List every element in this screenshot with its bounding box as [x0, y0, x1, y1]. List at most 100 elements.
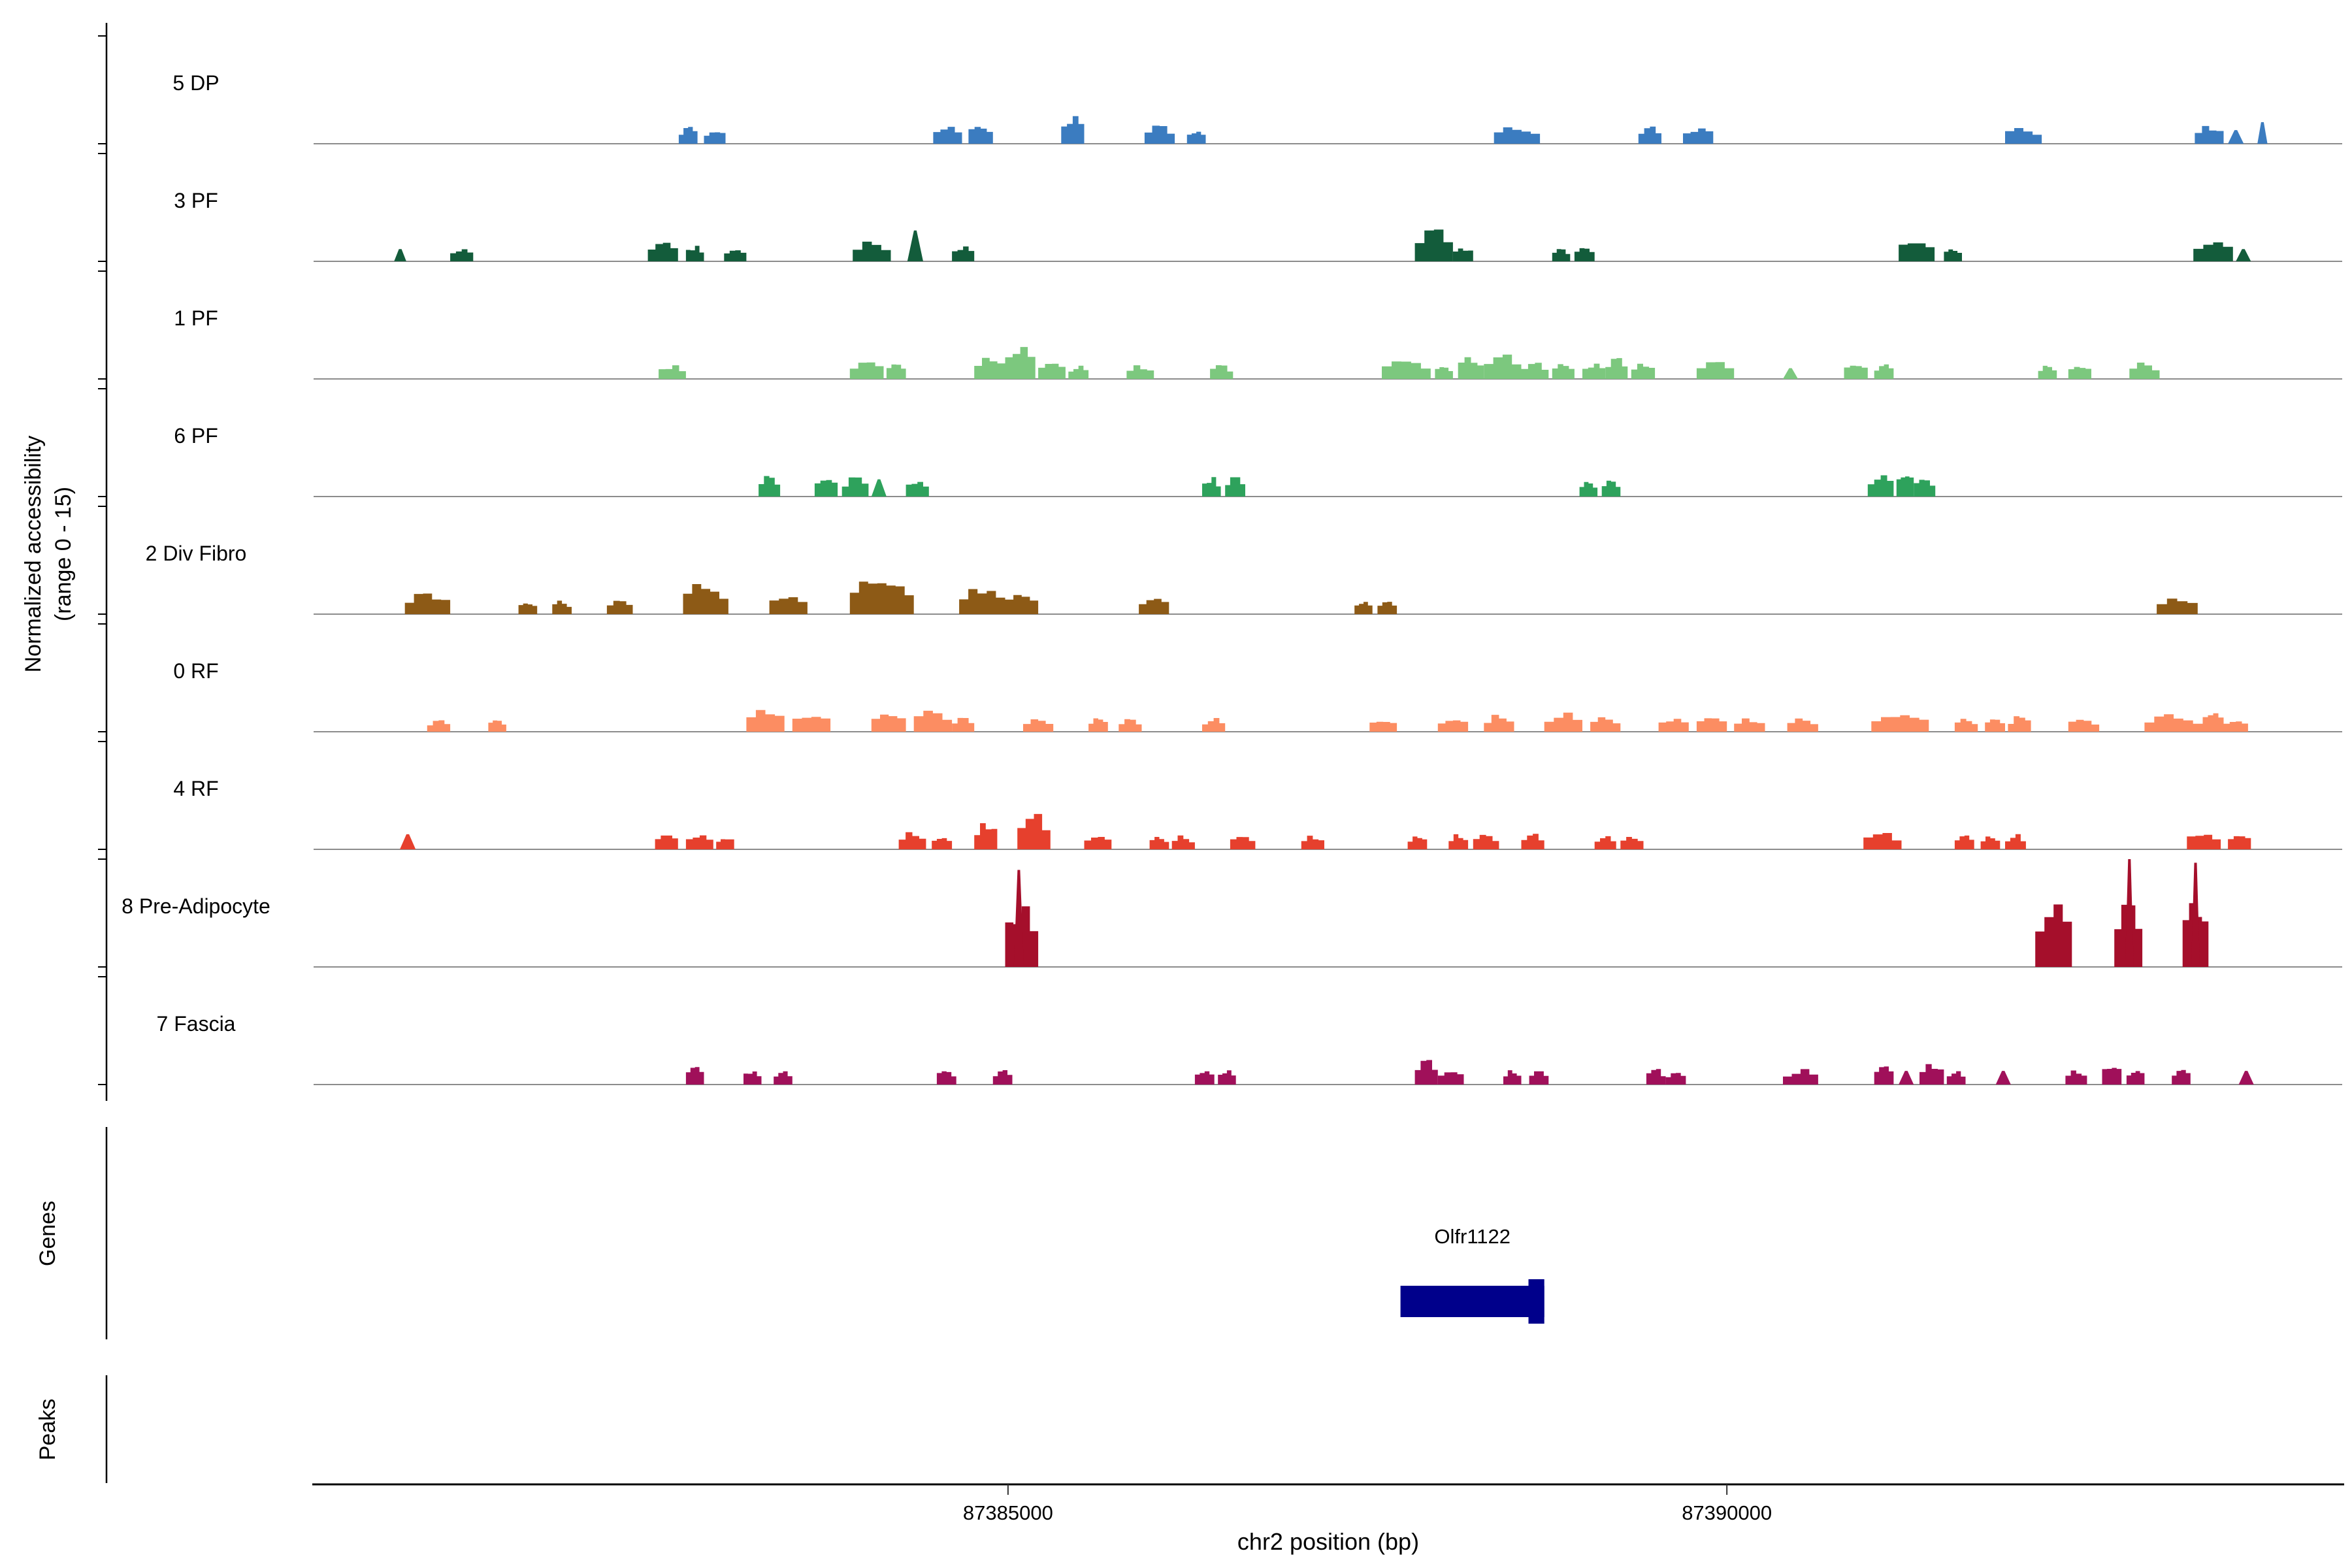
track-label: 0 RF — [173, 659, 218, 683]
track-signal-peak — [716, 839, 734, 849]
track-signal-peak — [1896, 476, 1914, 497]
track-signal-peak — [2005, 834, 2026, 849]
track-signal-peak — [1448, 834, 1469, 849]
track-signal-peak — [1437, 720, 1469, 732]
x-axis-tick-label: 87390000 — [1682, 1501, 1772, 1524]
track-signal-peak — [1202, 718, 1226, 732]
track-signal-peak — [1696, 718, 1727, 732]
track-signal-peak — [907, 230, 923, 261]
track-signal-peak — [759, 476, 781, 497]
track-signal-peak — [913, 710, 953, 732]
track-signal-peak — [1646, 1069, 1666, 1085]
track-signal-peak — [952, 717, 975, 732]
track-signal-peak — [1202, 477, 1221, 497]
track-signal-peak — [1186, 131, 1206, 144]
track-signal-peak — [1437, 1072, 1464, 1085]
track-signal-peak — [1579, 482, 1598, 497]
track-signal-peak — [1452, 248, 1473, 261]
track-label: 6 PF — [174, 424, 218, 448]
track-signal-peak — [1369, 721, 1397, 732]
track-label: 7 Fascia — [157, 1012, 236, 1036]
track-signal-peak — [1683, 128, 1714, 144]
track-signal-peak — [2129, 363, 2160, 379]
track-signal-peak — [1126, 365, 1154, 379]
track-signal-peak — [1407, 836, 1428, 849]
track-signal-peak — [1194, 1071, 1215, 1085]
track-signal-peak — [1919, 1064, 1944, 1085]
track-signal-peak — [1954, 719, 1978, 732]
accessibility-tracks: 5 DP 3 PF 1 PF 6 PF 2 Div Fibro 0 RF 4 RF 8 Pre… — [98, 35, 2342, 1085]
track-signal-peak — [1946, 1071, 1966, 1085]
track-signal-peak — [404, 593, 451, 614]
track-signal-peak — [2144, 714, 2203, 732]
track-signal-peak — [933, 127, 962, 144]
track-label: 1 PF — [174, 306, 218, 330]
track-signal-peak — [1696, 362, 1735, 379]
track-signal-peak — [792, 717, 831, 732]
track-signal-peak — [906, 482, 929, 497]
track-signal-peak — [518, 603, 538, 614]
track-signal-peak — [552, 600, 572, 614]
track-8-pre-adipocyte: 8 Pre-Adipocyte — [98, 858, 2342, 968]
track-6-pf: 6 PF — [98, 388, 2342, 497]
track-signal-peak — [769, 597, 808, 614]
track-signal-peak — [932, 838, 953, 849]
track-signal-peak — [1590, 717, 1621, 732]
track-signal-peak — [450, 249, 474, 261]
track-signal-peak — [2236, 249, 2251, 261]
track-signal-peak — [1985, 719, 2005, 732]
static-labels: Normalized accessibility (range 0 - 15) … — [21, 436, 1419, 1555]
track-signal-peak — [1414, 229, 1453, 261]
track-signal-peak — [685, 835, 713, 849]
track-signal-peak — [2065, 1070, 2087, 1085]
track-2-div-fibro: 2 Div Fibro — [98, 506, 2342, 615]
track-signal-peak — [655, 835, 678, 849]
track-5-dp: 5 DP — [98, 35, 2342, 144]
track-signal-peak — [683, 584, 728, 614]
track-signal-peak — [1144, 125, 1175, 144]
track-signal-peak — [1005, 595, 1039, 614]
track-signal-peak — [2191, 862, 2200, 967]
track-signal-peak — [1484, 354, 1522, 379]
track-signal-peak — [1301, 836, 1324, 849]
track-signal-peak — [1171, 835, 1195, 849]
track-signal-peak — [1552, 364, 1575, 379]
track-1-pf: 1 PF — [98, 270, 2342, 380]
track-label: 5 DP — [172, 71, 219, 95]
track-signal-peak — [1574, 248, 1595, 261]
track-signal-peak — [1013, 870, 1024, 967]
track-signal-peak — [1944, 249, 1962, 261]
track-label: 4 RF — [173, 777, 218, 800]
track-signal-peak — [1435, 367, 1453, 379]
track-signal-peak — [1458, 357, 1484, 379]
track-signal-peak — [959, 589, 1005, 614]
track-signal-peak — [1995, 1071, 2011, 1085]
track-signal-peak — [1230, 837, 1256, 849]
track-0-rf: 0 RF — [98, 623, 2342, 732]
track-signal-peak — [1783, 368, 1799, 379]
track-signal-peak — [2068, 719, 2100, 732]
track-signal-peak — [1620, 837, 1644, 849]
track-signal-peak — [659, 365, 686, 379]
track-signal-peak — [1544, 712, 1582, 732]
track-signal-peak — [2228, 836, 2251, 849]
track-signal-peak — [974, 823, 998, 849]
track-signal-peak — [394, 249, 406, 261]
track-signal-peak — [1863, 833, 1902, 849]
track-signal-peak — [1867, 475, 1894, 497]
track-signal-peak — [814, 480, 838, 497]
track-signal-peak — [2008, 716, 2031, 732]
track-signal-peak — [1023, 719, 1054, 732]
track-signal-peak — [2195, 125, 2224, 144]
track-signal-peak — [2223, 721, 2248, 732]
track-signal-peak — [2068, 367, 2091, 379]
track-3-pf: 3 PF — [98, 153, 2342, 262]
track-signal-peak — [1980, 836, 2001, 849]
track-signal-peak — [992, 1070, 1013, 1085]
y-axis-label-line1: Normalized accessibility — [21, 436, 46, 673]
track-signal-peak — [1734, 718, 1765, 732]
track-signal-peak — [1665, 1073, 1686, 1085]
track-signal-peak — [1783, 1069, 1818, 1085]
track-signal-peak — [1871, 715, 1929, 732]
track-signal-peak — [1914, 480, 1936, 497]
